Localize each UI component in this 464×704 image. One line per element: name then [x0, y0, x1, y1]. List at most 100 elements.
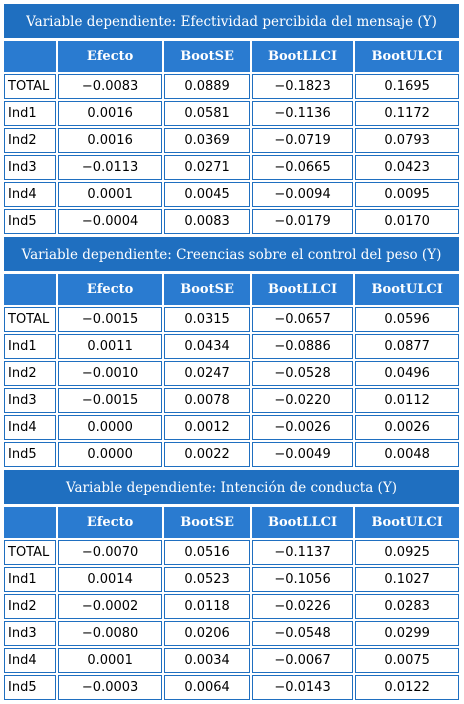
section-title: Variable dependiente: Intención de condu… [3, 469, 460, 505]
table-cell: 0.1695 [355, 74, 459, 99]
table-cell: −0.1056 [251, 567, 354, 592]
table-row: Ind3 −0.0080 0.0206 −0.0548 0.0299 [4, 621, 459, 646]
table-row: Ind1 0.0011 0.0434 −0.0886 0.0877 [4, 334, 459, 359]
table-cell: 0.0022 [164, 442, 250, 467]
column-header: BootLLCI [251, 274, 354, 305]
table-row: Ind3 −0.0113 0.0271 −0.0665 0.0423 [4, 155, 459, 180]
section-title: Variable dependiente: Creencias sobre el… [3, 236, 460, 272]
column-header: BootULCI [355, 41, 459, 72]
table-cell: 0.0014 [57, 567, 163, 592]
table-cell: −0.0886 [251, 334, 354, 359]
table-cell: 0.0045 [164, 182, 250, 207]
table-cell: −0.0548 [251, 621, 354, 646]
table-cell: 0.1172 [355, 101, 459, 126]
section-title: Variable dependiente: Efectividad percib… [3, 3, 460, 39]
table-row: Ind1 0.0014 0.0523 −0.1056 0.1027 [4, 567, 459, 592]
table-cell: −0.1823 [251, 74, 354, 99]
table-cell: 0.0516 [164, 540, 250, 565]
table-cell: 0.0596 [355, 307, 459, 332]
table-cell: −0.0719 [251, 128, 354, 153]
results-table: Efecto BootSE BootLLCI BootULCI TOTAL −0.0070… [2, 505, 461, 702]
table-row: Ind5 0.0000 0.0022 −0.0049 0.0048 [4, 442, 459, 467]
table-cell: 0.0001 [57, 182, 163, 207]
table-row: Ind5 −0.0004 0.0083 −0.0179 0.0170 [4, 209, 459, 234]
table-row: TOTAL −0.0083 0.0889 −0.1823 0.1695 [4, 74, 459, 99]
results-tables: Variable dependiente: Efectividad percib… [3, 3, 460, 702]
table-cell: −0.0665 [251, 155, 354, 180]
table-row: Ind2 0.0016 0.0369 −0.0719 0.0793 [4, 128, 459, 153]
table-row: Ind1 0.0016 0.0581 −0.1136 0.1172 [4, 101, 459, 126]
table-cell: 0.0206 [164, 621, 250, 646]
table-cell: 0.0016 [57, 128, 163, 153]
table-cell: −0.0528 [251, 361, 354, 386]
table-cell: 0.0793 [355, 128, 459, 153]
table-cell: 0.0283 [355, 594, 459, 619]
column-header: BootSE [164, 274, 250, 305]
table-cell: −0.0003 [57, 675, 163, 700]
table-cell: −0.0004 [57, 209, 163, 234]
column-header: Efecto [57, 507, 163, 538]
table-cell: 0.0001 [57, 648, 163, 673]
table-row: Ind4 0.0000 0.0012 −0.0026 0.0026 [4, 415, 459, 440]
table-cell: 0.0083 [164, 209, 250, 234]
column-header: Efecto [57, 41, 163, 72]
table-row: TOTAL −0.0070 0.0516 −0.1137 0.0925 [4, 540, 459, 565]
table-cell: 0.0048 [355, 442, 459, 467]
row-label: Ind3 [4, 621, 56, 646]
column-header: BootSE [164, 41, 250, 72]
table-cell: 0.1027 [355, 567, 459, 592]
column-header: BootULCI [355, 507, 459, 538]
row-label: Ind2 [4, 361, 56, 386]
table-cell: −0.0179 [251, 209, 354, 234]
row-label: Ind2 [4, 594, 56, 619]
column-header: Efecto [57, 274, 163, 305]
table-row: Ind4 0.0001 0.0045 −0.0094 0.0095 [4, 182, 459, 207]
table-cell: −0.0083 [57, 74, 163, 99]
table-row: Ind2 −0.0002 0.0118 −0.0226 0.0283 [4, 594, 459, 619]
table-cell: −0.0015 [57, 388, 163, 413]
table-cell: 0.0112 [355, 388, 459, 413]
table-cell: −0.1137 [251, 540, 354, 565]
table-cell: −0.0070 [57, 540, 163, 565]
row-label: Ind2 [4, 128, 56, 153]
table-cell: 0.0000 [57, 415, 163, 440]
column-header: BootULCI [355, 274, 459, 305]
header-row: Efecto BootSE BootLLCI BootULCI [4, 41, 459, 72]
row-label: TOTAL [4, 74, 56, 99]
table-cell: 0.0012 [164, 415, 250, 440]
table-section: Variable dependiente: Intención de condu… [3, 469, 460, 702]
table-cell: 0.0434 [164, 334, 250, 359]
table-section: Variable dependiente: Efectividad percib… [3, 3, 460, 236]
table-cell: 0.0122 [355, 675, 459, 700]
table-cell: 0.0064 [164, 675, 250, 700]
table-cell: 0.0423 [355, 155, 459, 180]
row-label: Ind1 [4, 567, 56, 592]
table-cell: −0.0010 [57, 361, 163, 386]
table-cell: 0.0034 [164, 648, 250, 673]
table-cell: −0.0015 [57, 307, 163, 332]
table-cell: −0.0026 [251, 415, 354, 440]
table-row: Ind4 0.0001 0.0034 −0.0067 0.0075 [4, 648, 459, 673]
table-cell: −0.0080 [57, 621, 163, 646]
table-cell: 0.0925 [355, 540, 459, 565]
table-row: Ind3 −0.0015 0.0078 −0.0220 0.0112 [4, 388, 459, 413]
table-cell: 0.0247 [164, 361, 250, 386]
row-label: Ind4 [4, 415, 56, 440]
table-cell: −0.0220 [251, 388, 354, 413]
table-cell: 0.0369 [164, 128, 250, 153]
row-label: Ind5 [4, 209, 56, 234]
row-label: Ind5 [4, 675, 56, 700]
table-cell: 0.0877 [355, 334, 459, 359]
table-row: Ind2 −0.0010 0.0247 −0.0528 0.0496 [4, 361, 459, 386]
table-cell: −0.1136 [251, 101, 354, 126]
column-header [4, 41, 56, 72]
table-row: Ind5 −0.0003 0.0064 −0.0143 0.0122 [4, 675, 459, 700]
table-cell: 0.0315 [164, 307, 250, 332]
table-cell: 0.0078 [164, 388, 250, 413]
column-header: BootLLCI [251, 41, 354, 72]
table-cell: −0.0143 [251, 675, 354, 700]
table-cell: −0.0657 [251, 307, 354, 332]
table-cell: 0.0095 [355, 182, 459, 207]
header-row: Efecto BootSE BootLLCI BootULCI [4, 507, 459, 538]
row-label: Ind1 [4, 101, 56, 126]
